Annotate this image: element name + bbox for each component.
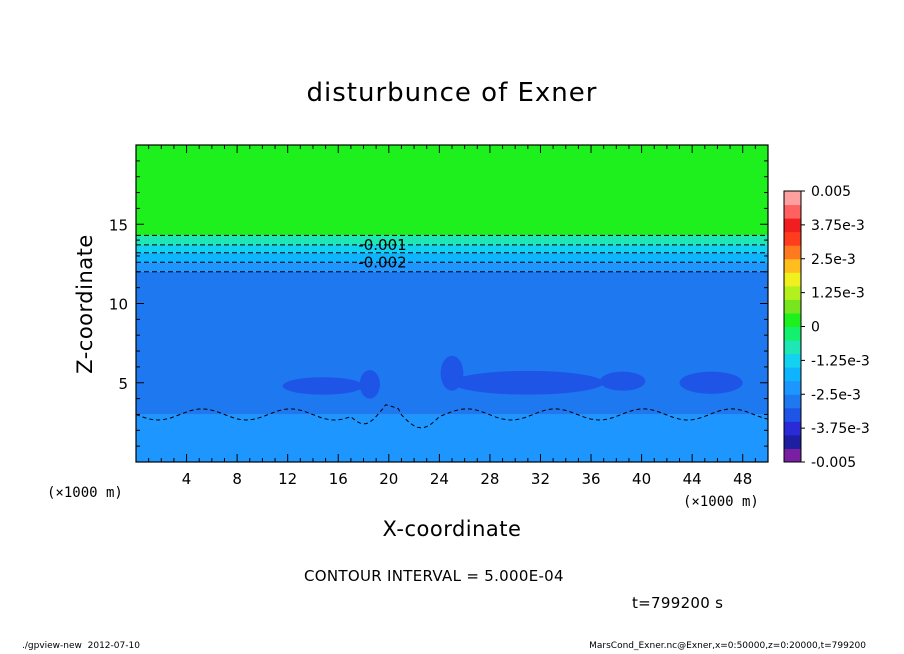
lower-cell	[338, 442, 358, 462]
contour-label: -0.002	[358, 253, 406, 271]
lower-cell	[148, 442, 212, 462]
lower-cell	[224, 442, 250, 462]
lower-cell	[736, 442, 762, 462]
chart-title: disturbunce of Exner	[307, 78, 598, 108]
low-pressure-region	[679, 371, 743, 394]
colorbar-swatch	[784, 312, 801, 327]
x-tick-label: 4	[182, 470, 192, 488]
x-tick-label: 16	[329, 470, 348, 488]
contour-band	[136, 235, 768, 245]
lower-cell	[622, 442, 655, 462]
x-tick-label: 20	[379, 470, 398, 488]
footer-program: ./gpview-new 2012-07-10	[22, 641, 140, 651]
colorbar-swatch	[784, 258, 801, 273]
x-unit-right: (×1000 m)	[683, 494, 759, 510]
x-tick-label: 8	[232, 470, 242, 488]
lower-cell	[679, 442, 718, 462]
lower-cell	[578, 442, 604, 462]
colorbar-swatch	[784, 204, 801, 219]
colorbar-swatch	[784, 231, 801, 246]
colorbar-tick-label: -1.25e-3	[811, 353, 870, 369]
footer-source: MarsCond_Exner.nc@Exner,x=0:50000,z=0:20…	[589, 641, 866, 651]
time-label: t=799200 s	[632, 594, 724, 612]
lower-cell	[294, 442, 326, 462]
y-tick-label: 15	[109, 216, 128, 234]
low-pressure-region	[599, 371, 646, 391]
colorbar-swatch	[784, 191, 801, 206]
colorbar-swatch	[784, 380, 801, 395]
colorbar-swatch	[784, 448, 801, 463]
colorbar-swatch	[784, 421, 801, 436]
lower-cell	[445, 442, 484, 462]
colorbar-swatch	[784, 434, 801, 449]
colorbar-tick-label: 2.5e-3	[811, 252, 856, 268]
colorbar-swatch	[784, 245, 801, 260]
contour-band	[136, 271, 768, 415]
colorbar-tick-label: -3.75e-3	[811, 421, 870, 437]
colorbar: 0.005 3.75e-3 2.5e-3 1.25e-3 0 -1.25e-3 -2.5e-…	[783, 184, 870, 471]
colorbar-swatch	[784, 340, 801, 355]
colorbar-swatch	[784, 326, 801, 341]
low-pressure-region	[359, 370, 380, 399]
x-tick-label: 36	[581, 470, 600, 488]
x-tick-label: 40	[632, 470, 651, 488]
colorbar-swatch	[784, 285, 801, 300]
colorbar-tick-label: 1.25e-3	[811, 286, 865, 302]
x-tick-label: 12	[278, 470, 297, 488]
contour-band	[136, 244, 768, 253]
colorbar-tick-label: 3.75e-3	[811, 218, 865, 234]
colorbar-swatch	[784, 272, 801, 287]
colorbar-swatch	[784, 218, 801, 233]
x-unit-left: (×1000 m)	[47, 485, 123, 501]
low-pressure-region	[452, 370, 604, 395]
colorbar-tick-label: -2.5e-3	[811, 387, 861, 403]
x-tick-label: 32	[531, 470, 550, 488]
y-axis-label: Z-coordinate	[73, 234, 97, 374]
colorbar-swatch	[784, 394, 801, 409]
colorbar-tick-label: 0	[811, 320, 820, 336]
contour-interval: CONTOUR INTERVAL = 5.000E-04	[304, 567, 564, 585]
x-axis-label: X-coordinate	[383, 517, 522, 541]
colorbar-swatch	[784, 407, 801, 422]
x-tick-label: 24	[430, 470, 449, 488]
lower-cell	[515, 442, 554, 462]
colorbar-swatch	[784, 353, 801, 368]
x-tick-label: 48	[733, 470, 752, 488]
colorbar-tick-label: 0.005	[811, 184, 851, 200]
colorbar-swatch	[784, 367, 801, 382]
contour-band	[136, 252, 768, 263]
colorbar-tick-label: -0.005	[811, 455, 856, 471]
colorbar-swatch	[784, 299, 801, 314]
contour-label: -0.001	[358, 236, 406, 254]
low-pressure-region	[282, 377, 364, 395]
contour-band	[136, 145, 768, 236]
y-tick-label: 5	[118, 375, 128, 393]
contour-band	[136, 262, 768, 272]
x-tick-label: 44	[683, 470, 702, 488]
x-tick-label: 28	[480, 470, 499, 488]
lower-cell	[395, 442, 421, 462]
y-tick-label: 10	[109, 296, 128, 314]
